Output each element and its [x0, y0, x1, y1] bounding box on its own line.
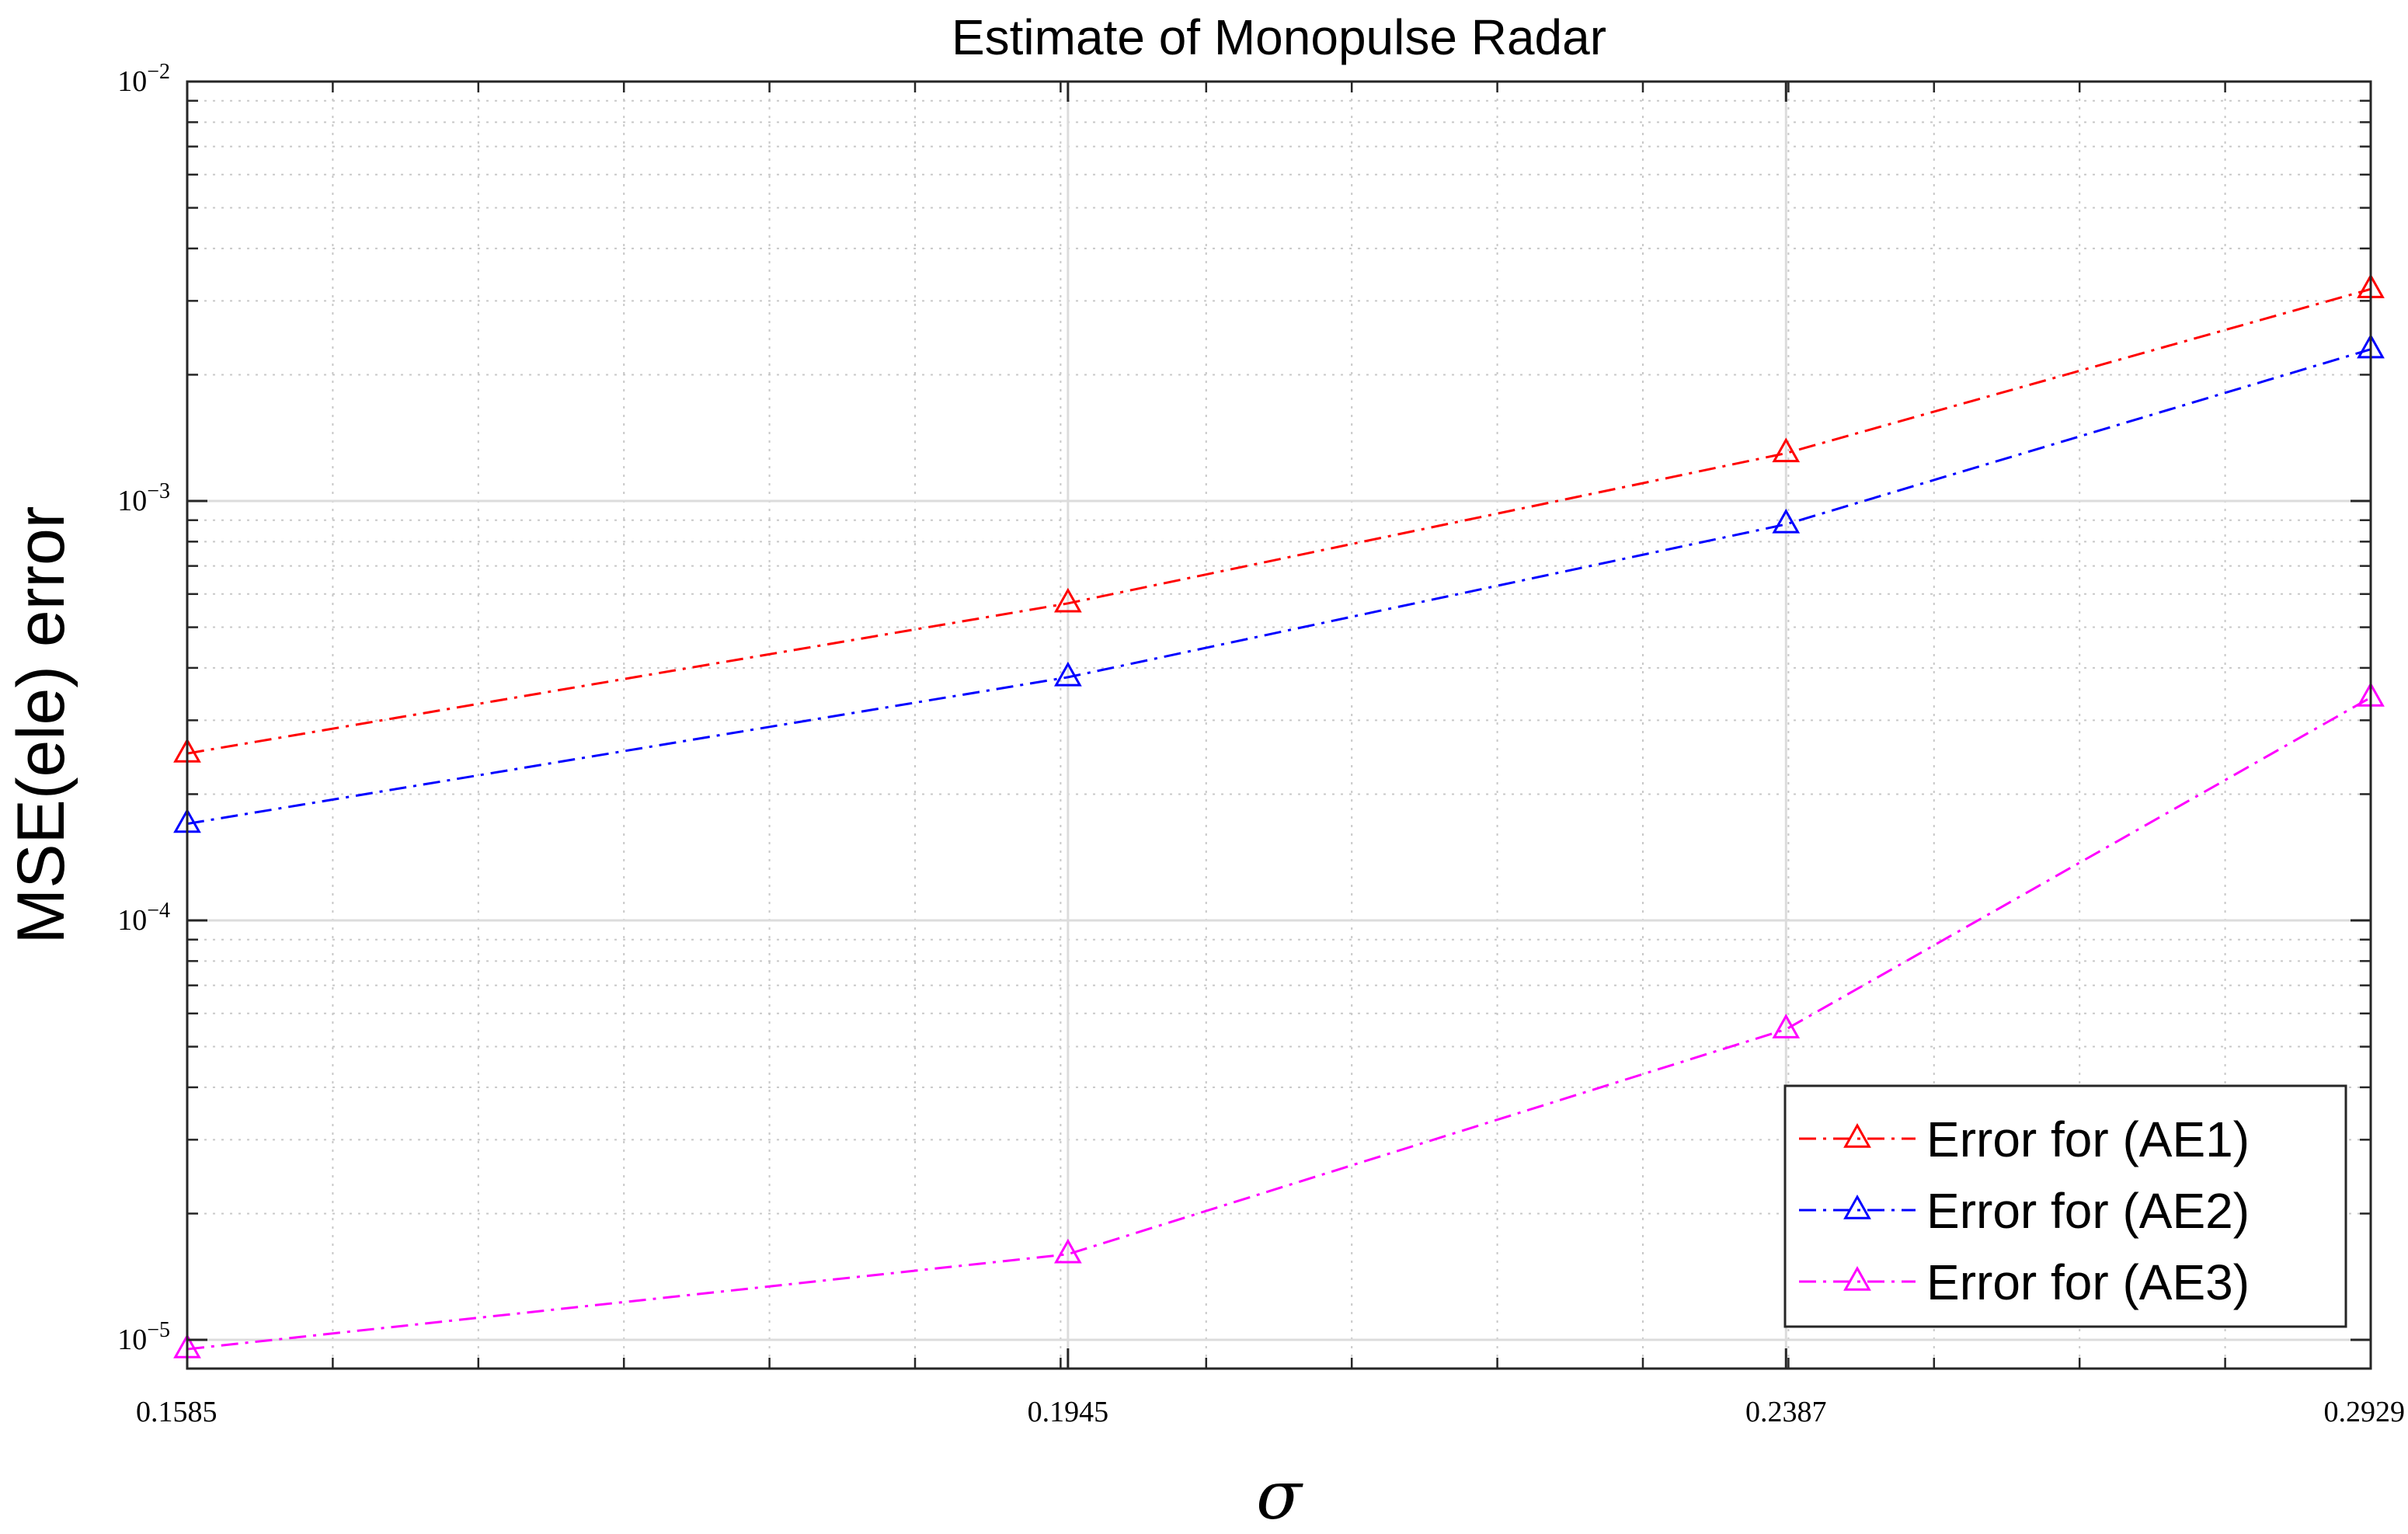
- y-tick-label: 10−4: [117, 899, 170, 937]
- legend-marker-3: [1843, 1265, 1871, 1291]
- legend: Error for (AE1) Error for (AE2) Error for …: [1783, 1084, 2347, 1328]
- series-line-1: [186, 287, 2371, 755]
- legend-marker-2: [1843, 1194, 1871, 1219]
- x-axis-label: σ: [1256, 1457, 1303, 1534]
- y-axis-label: MSE(ele) error: [4, 506, 78, 944]
- legend-marker-1: [1843, 1122, 1871, 1148]
- legend-entries: Error for (AE1) Error for (AE2) Error for …: [1799, 1111, 2250, 1310]
- x-tick-label: 0.1945: [1028, 1396, 1109, 1428]
- y-tick-label: 10−2: [117, 60, 170, 98]
- axis-ticks: 10−2 10−3 10−4 10−5 0.1585 0.1945 0.2387 0.2929: [117, 60, 2405, 1428]
- x-tick-label: 0.2387: [1745, 1396, 1827, 1428]
- x-tick-label: 0.1585: [136, 1396, 217, 1428]
- plot-frame: [186, 80, 2372, 1370]
- series-1-point: [1054, 587, 1082, 613]
- y-tick-label: 10−3: [117, 479, 170, 517]
- series-2-point: [1054, 661, 1082, 687]
- series-line-2: [186, 348, 2371, 826]
- series-2-point: [1772, 508, 1801, 534]
- series-3-point: [1772, 1014, 1801, 1038]
- series-1-point: [1772, 437, 1801, 463]
- series-line-3: [186, 696, 2371, 1351]
- y-tick-label: 10−5: [117, 1318, 170, 1356]
- legend-label-1: Error for (AE1): [1926, 1111, 2250, 1167]
- x-tick-label: 0.2929: [2324, 1396, 2406, 1428]
- chart-title: Estimate of Monopulse Radar: [952, 9, 1606, 65]
- legend-box: [1783, 1084, 2347, 1328]
- series-3-point: [1054, 1238, 1082, 1264]
- legend-label-2: Error for (AE2): [1926, 1183, 2250, 1239]
- legend-label-3: Error for (AE3): [1926, 1254, 2250, 1310]
